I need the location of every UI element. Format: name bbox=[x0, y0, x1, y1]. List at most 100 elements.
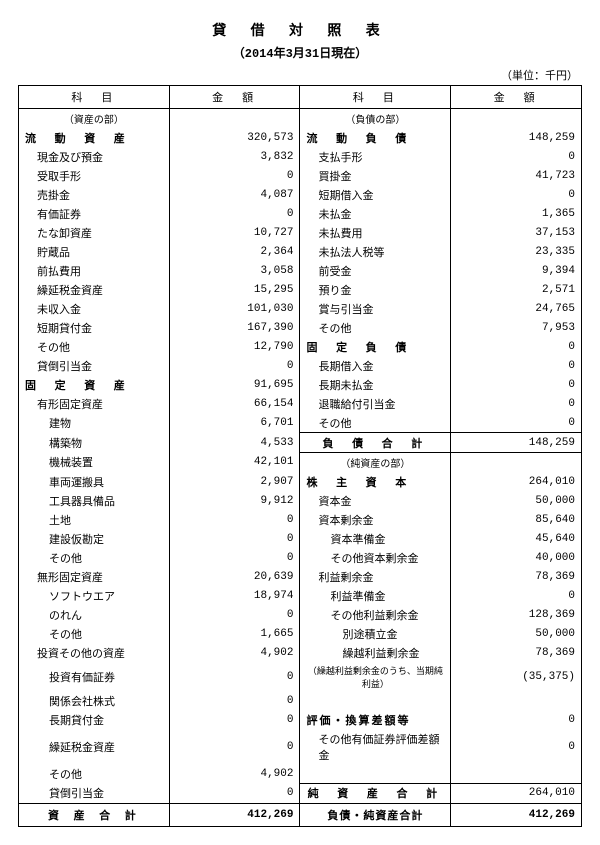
cell-amount-right: 0 bbox=[451, 375, 582, 394]
cell-amount-left: 0 bbox=[169, 783, 300, 803]
table-row: ソフトウエア18,974利益準備金0 bbox=[19, 586, 582, 605]
cell-amount-right: 78,369 bbox=[451, 567, 582, 586]
cell-amount-left: 4,087 bbox=[169, 185, 300, 204]
cell-amount-right: 0 bbox=[451, 413, 582, 433]
cell-amount-right: 45,640 bbox=[451, 529, 582, 548]
unit-label: （単位：千円） bbox=[18, 67, 582, 83]
cell-amount-right: 148,259 bbox=[451, 128, 582, 147]
cell-amount-left: 0 bbox=[169, 166, 300, 185]
cell-label-right: 買掛金 bbox=[300, 166, 451, 185]
cell-amount-left: 0 bbox=[169, 548, 300, 567]
cell-label-right: 純 資 産 合 計 bbox=[300, 783, 451, 803]
table-row: 貸倒引当金0長期借入金0 bbox=[19, 356, 582, 375]
cell-amount-left: 1,665 bbox=[169, 624, 300, 643]
table-row: 車両運搬具2,907株 主 資 本264,010 bbox=[19, 472, 582, 491]
cell-amount-right: 0 bbox=[451, 147, 582, 166]
cell-label-left: 有価証券 bbox=[19, 204, 170, 223]
cell-amount-right: 264,010 bbox=[451, 472, 582, 491]
table-row: 貯蔵品2,364未払法人税等23,335 bbox=[19, 242, 582, 261]
cell-label-left: その他 bbox=[19, 548, 170, 567]
table-row: 繰延税金資産0その他有価証券評価差額金0 bbox=[19, 729, 582, 764]
cell-label-left: 土地 bbox=[19, 510, 170, 529]
cell-amount-left bbox=[169, 109, 300, 129]
table-row: 前払費用3,058前受金9,394 bbox=[19, 261, 582, 280]
cell-label-right: 資本金 bbox=[300, 491, 451, 510]
table-row: 工具器具備品9,912資本金50,000 bbox=[19, 491, 582, 510]
cell-amount-right: 85,640 bbox=[451, 510, 582, 529]
table-row: 貸倒引当金0純 資 産 合 計264,010 bbox=[19, 783, 582, 803]
cell-label-left: 構築物 bbox=[19, 433, 170, 453]
table-row: その他12,790固 定 負 債0 bbox=[19, 337, 582, 356]
cell-amount-left: 0 bbox=[169, 529, 300, 548]
cell-label-left: 繰延税金資産 bbox=[19, 280, 170, 299]
cell-amount-right: 2,571 bbox=[451, 280, 582, 299]
cell-amount-right: 0 bbox=[451, 394, 582, 413]
cell-label-left: （資産の部） bbox=[19, 109, 170, 129]
cell-amount-left: 4,902 bbox=[169, 764, 300, 783]
cell-amount-right bbox=[451, 764, 582, 783]
cell-amount-right: 50,000 bbox=[451, 491, 582, 510]
table-row: のれん0その他利益剰余金128,369 bbox=[19, 605, 582, 624]
cell-amount-left: 101,030 bbox=[169, 299, 300, 318]
cell-label-right: （純資産の部） bbox=[300, 453, 451, 473]
cell-amount-left: 4,533 bbox=[169, 433, 300, 453]
cell-amount-left: 3,832 bbox=[169, 147, 300, 166]
cell-label-right: 利益準備金 bbox=[300, 586, 451, 605]
cell-amount-left: 42,101 bbox=[169, 453, 300, 473]
cell-amount-left: 66,154 bbox=[169, 394, 300, 413]
table-row: 無形固定資産20,639利益剰余金78,369 bbox=[19, 567, 582, 586]
cell-label-right: （負債の部） bbox=[300, 109, 451, 129]
cell-label-left: 関係会社株式 bbox=[19, 691, 170, 710]
cell-amount-left: 9,912 bbox=[169, 491, 300, 510]
cell-label-left: 繰延税金資産 bbox=[19, 729, 170, 764]
cell-label-left: 短期貸付金 bbox=[19, 318, 170, 337]
total-liab-amount: 412,269 bbox=[451, 803, 582, 826]
cell-amount-left: 3,058 bbox=[169, 261, 300, 280]
cell-amount-left: 0 bbox=[169, 729, 300, 764]
cell-label-left: 工具器具備品 bbox=[19, 491, 170, 510]
table-row: 有価証券0未払金1,365 bbox=[19, 204, 582, 223]
cell-label-left: 受取手形 bbox=[19, 166, 170, 185]
cell-amount-left: 0 bbox=[169, 605, 300, 624]
cell-amount-left: 15,295 bbox=[169, 280, 300, 299]
cell-amount-right: 0 bbox=[451, 586, 582, 605]
table-row: その他4,902 bbox=[19, 764, 582, 783]
cell-amount-left: 0 bbox=[169, 662, 300, 691]
header-amount-left: 金 額 bbox=[169, 86, 300, 109]
cell-label-left: 流 動 資 産 bbox=[19, 128, 170, 147]
cell-amount-left: 0 bbox=[169, 356, 300, 375]
cell-label-left: 貸倒引当金 bbox=[19, 783, 170, 803]
cell-amount-left: 0 bbox=[169, 510, 300, 529]
header-item-left: 科 目 bbox=[19, 86, 170, 109]
cell-label-left: 投資有価証券 bbox=[19, 662, 170, 691]
table-row: 建設仮勘定0資本準備金45,640 bbox=[19, 529, 582, 548]
table-row: 繰延税金資産15,295預り金2,571 bbox=[19, 280, 582, 299]
cell-amount-right: 128,369 bbox=[451, 605, 582, 624]
header-amount-right: 金 額 bbox=[451, 86, 582, 109]
cell-label-right: 賞与引当金 bbox=[300, 299, 451, 318]
cell-label-left: 長期貸付金 bbox=[19, 710, 170, 729]
cell-label-right: 別途積立金 bbox=[300, 624, 451, 643]
cell-label-left: たな卸資産 bbox=[19, 223, 170, 242]
table-row: 受取手形0買掛金41,723 bbox=[19, 166, 582, 185]
cell-label-right: 長期未払金 bbox=[300, 375, 451, 394]
cell-label-right bbox=[300, 764, 451, 783]
table-row: 流 動 資 産320,573流 動 負 債148,259 bbox=[19, 128, 582, 147]
cell-label-right: 資本剰余金 bbox=[300, 510, 451, 529]
table-row: 短期貸付金167,390その他7,953 bbox=[19, 318, 582, 337]
cell-amount-right: 23,335 bbox=[451, 242, 582, 261]
cell-amount-left: 10,727 bbox=[169, 223, 300, 242]
cell-amount-right: 0 bbox=[451, 337, 582, 356]
cell-label-right: その他 bbox=[300, 318, 451, 337]
cell-amount-right bbox=[451, 453, 582, 473]
table-row: （資産の部） （負債の部） bbox=[19, 109, 582, 129]
page-title: 貸 借 対 照 表 bbox=[18, 20, 582, 40]
cell-label-right: 未払法人税等 bbox=[300, 242, 451, 261]
table-row: 現金及び預金3,832支払手形0 bbox=[19, 147, 582, 166]
table-row: 構築物4,533負 債 合 計148,259 bbox=[19, 433, 582, 453]
cell-amount-left: 2,364 bbox=[169, 242, 300, 261]
cell-label-left: 建物 bbox=[19, 413, 170, 433]
cell-amount-right: 0 bbox=[451, 356, 582, 375]
cell-amount-right: 37,153 bbox=[451, 223, 582, 242]
cell-label-left: 機械装置 bbox=[19, 453, 170, 473]
